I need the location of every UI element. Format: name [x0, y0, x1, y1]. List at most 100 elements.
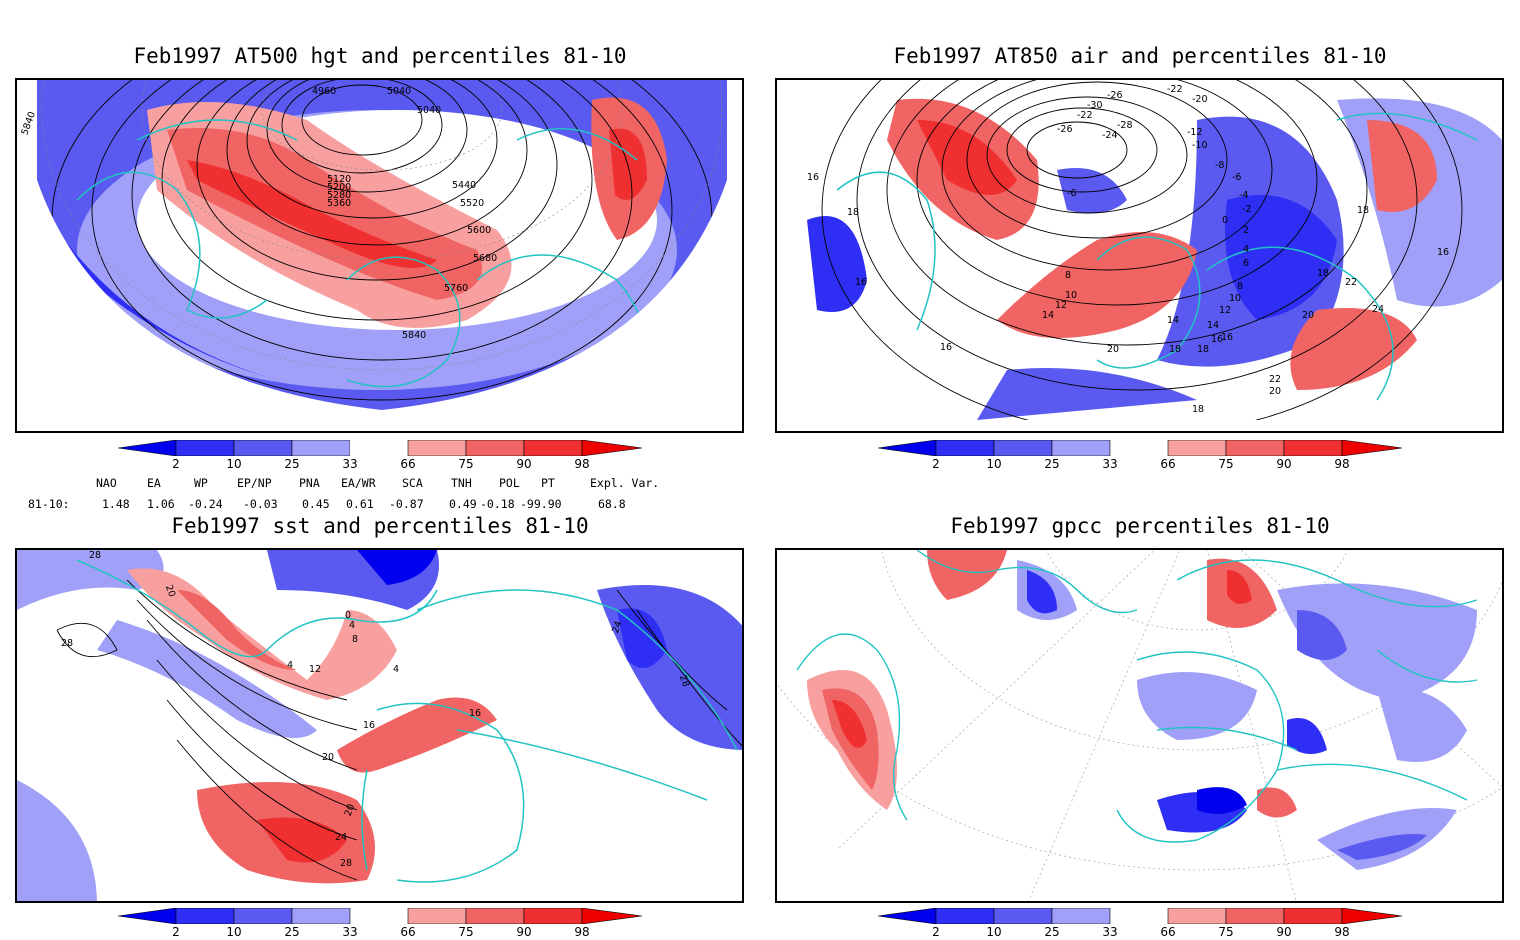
contour-label: 5120 — [327, 174, 351, 185]
colorbar-swatch — [1283, 907, 1343, 925]
colorbar-swatch — [407, 439, 467, 457]
colorbar-label: 33 — [342, 457, 358, 471]
contour-label: 16 — [363, 720, 375, 731]
colorbar-swatch — [877, 907, 937, 925]
colorbar-swatch — [877, 439, 937, 457]
contour-label: 18 — [1357, 205, 1369, 216]
panel-title-hgt500: Feb1997 AT500 hgt and percentiles 81-10 — [133, 44, 627, 68]
map-air850-plot: -26 -22 -30 -28 -26 -24 -22 -20 -12 -10 … — [787, 80, 1502, 420]
contour-label: 5360 — [327, 198, 351, 209]
contour-label: 8 — [1065, 270, 1071, 281]
contour-label: 28 — [340, 858, 352, 869]
index-header: PT — [541, 476, 555, 490]
contour-label: 20 — [322, 752, 334, 763]
index-header: EP/NP — [237, 476, 272, 490]
colorbar-swatch — [581, 439, 643, 457]
contour-label: 24 — [335, 832, 347, 843]
colorbar-label: 90 — [516, 925, 532, 939]
colorbar-swatch — [233, 907, 293, 925]
colorbar-label: 25 — [1044, 925, 1060, 939]
colorbar-label: 66 — [1160, 457, 1176, 471]
contour-label: 12 — [1219, 305, 1231, 316]
index-row-label: 81-10: — [28, 497, 70, 511]
colorbar-label: 98 — [1334, 457, 1350, 471]
colorbar-label: 10 — [226, 457, 242, 471]
colorbar-swatch — [935, 907, 995, 925]
colorbar-swatch — [523, 439, 583, 457]
contour-label: 5600 — [467, 225, 491, 236]
contour-label: 0 — [1222, 215, 1228, 226]
contour-label: 10 — [1229, 293, 1241, 304]
contour-label: -22 — [1077, 110, 1093, 121]
colorbar-label: 90 — [1276, 925, 1292, 939]
panel-title-gpcc: Feb1997 gpcc percentiles 81-10 — [950, 514, 1330, 538]
contour-label: -24 — [1102, 130, 1118, 141]
map-hgt500: 4960 5040 5040 5120 5200 5280 5360 5440 … — [15, 78, 744, 433]
colorbar-swatch — [935, 439, 995, 457]
colorbar-label: 75 — [458, 457, 474, 471]
contour-label: 18 — [1317, 268, 1329, 279]
contour-label: 24 — [610, 620, 624, 635]
colorbar-swatch — [1167, 907, 1227, 925]
colorbar-label: 2 — [932, 457, 940, 471]
contour-label: -22 — [1167, 84, 1183, 95]
contour-label: 5840 — [402, 330, 426, 341]
map-gpcc — [775, 548, 1504, 903]
contour-label: -10 — [1192, 140, 1208, 151]
contour-label: 18 — [1197, 344, 1209, 355]
contour-label: 22 — [1345, 277, 1357, 288]
colorbar-swatch — [1051, 907, 1111, 925]
index-header: POL — [499, 476, 520, 490]
contour-label: 20 — [1302, 310, 1314, 321]
colorbar-label: 33 — [1102, 925, 1118, 939]
colorbar-label: 33 — [1102, 457, 1118, 471]
index-header: TNH — [451, 476, 472, 490]
index-header: Expl. Var. — [590, 476, 660, 490]
colorbar-label: 98 — [574, 925, 590, 939]
contour-label: -12 — [1187, 127, 1203, 138]
colorbar-scale — [877, 439, 1403, 457]
contour-label: 4 — [393, 664, 399, 675]
colorbar-swatch — [175, 907, 235, 925]
colorbar-label: 25 — [1044, 457, 1060, 471]
contour-label: 16 — [1211, 334, 1223, 345]
contour-label: -8 — [1215, 160, 1224, 171]
colorbar-label: 98 — [1334, 925, 1350, 939]
index-value: 0.49 — [449, 497, 477, 511]
contour-label: -30 — [1087, 100, 1103, 111]
colorbar-top-left: 2 10 25 33 66 75 90 98 — [117, 439, 643, 471]
index-value: 68.8 — [598, 497, 626, 511]
colorbar-swatch — [1167, 439, 1227, 457]
index-value: -0.18 — [480, 497, 515, 511]
contour-label: 18 — [1192, 404, 1204, 415]
colorbar-scale — [877, 907, 1403, 925]
colorbar-swatch — [993, 439, 1053, 457]
colorbar-label: 10 — [986, 457, 1002, 471]
contour-label: -28 — [1117, 120, 1133, 131]
map-hgt500-plot: 4960 5040 5040 5120 5200 5280 5360 5440 … — [19, 80, 727, 410]
colorbar-label: 25 — [284, 925, 300, 939]
colorbar-scale — [117, 907, 643, 925]
contour-label: 28 — [61, 638, 73, 649]
colorbar-swatch — [117, 439, 177, 457]
map-air850: -26 -22 -30 -28 -26 -24 -22 -20 -12 -10 … — [775, 78, 1504, 433]
colorbar-swatch — [581, 907, 643, 925]
contour-label: 16 — [807, 172, 819, 183]
index-header: PNA — [299, 476, 320, 490]
index-header: EA/WR — [341, 476, 376, 490]
contour-label: 5040 — [417, 105, 441, 116]
contour-label: 20 — [163, 584, 177, 599]
colorbar-label: 25 — [284, 457, 300, 471]
contour-label: 16 — [469, 708, 481, 719]
colorbar-swatch — [117, 907, 177, 925]
contour-label: 16 — [1437, 247, 1449, 258]
contour-label: 8 — [1237, 281, 1243, 292]
contour-label: -6 — [1232, 172, 1241, 183]
contour-label: 14 — [1207, 320, 1219, 331]
contour-label: 16 — [1221, 332, 1233, 343]
colorbar-label: 66 — [1160, 925, 1176, 939]
contour-label: 8 — [352, 634, 358, 645]
contour-label: 20 — [343, 803, 357, 818]
index-header: EA — [147, 476, 161, 490]
panel-title-air850: Feb1997 AT850 air and percentiles 81-10 — [893, 44, 1387, 68]
